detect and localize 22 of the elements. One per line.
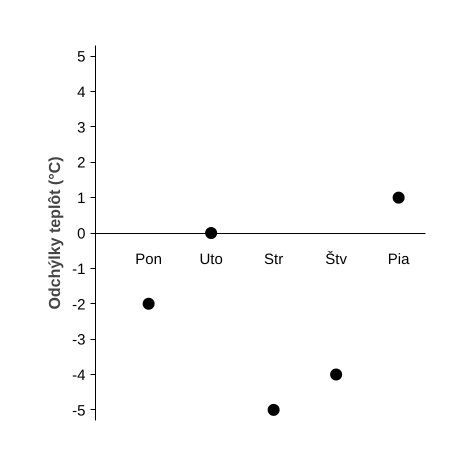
y-tick-label: 3 bbox=[77, 119, 86, 136]
y-tick-label: -5 bbox=[72, 402, 86, 420]
y-axis-title: Odchýlky teplôt (°C) bbox=[47, 156, 64, 310]
x-tick-label: Pon bbox=[135, 251, 162, 268]
y-tick-label: 5 bbox=[77, 48, 86, 66]
x-tick-label: Uto bbox=[199, 251, 223, 268]
y-tick-label: -3 bbox=[72, 332, 86, 349]
y-tick-label: 1 bbox=[77, 190, 86, 208]
point bbox=[392, 192, 405, 204]
x-tick-label: Str bbox=[264, 251, 284, 268]
y-tick-label: 2 bbox=[77, 154, 86, 172]
point bbox=[142, 298, 155, 310]
x-tick-label: Štv bbox=[325, 250, 348, 268]
x-tick-label: Pia bbox=[388, 251, 410, 268]
y-tick-label: -2 bbox=[72, 296, 86, 314]
y-tick-label: 0 bbox=[77, 226, 86, 242]
y-tick-label: -1 bbox=[72, 260, 86, 278]
point bbox=[268, 404, 280, 416]
y-tick-label: 4 bbox=[77, 84, 86, 101]
point bbox=[205, 227, 218, 239]
point bbox=[330, 368, 342, 380]
y-tick-label: -4 bbox=[72, 367, 86, 384]
